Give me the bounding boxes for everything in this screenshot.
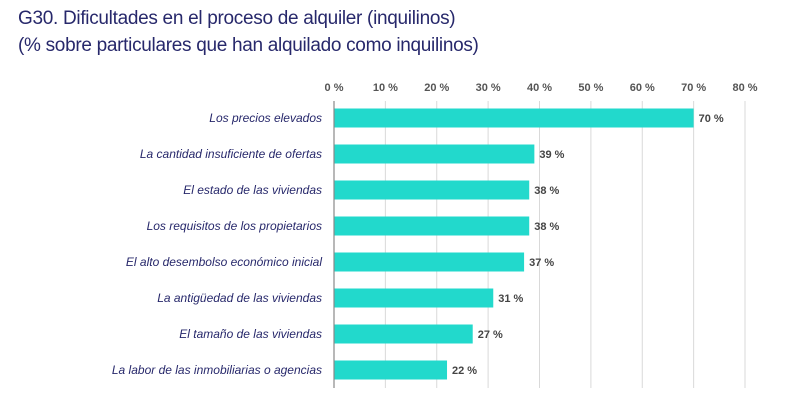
data-label: 31 % [498, 293, 523, 305]
data-label: 39 % [539, 149, 564, 161]
x-tick-label: 50 % [578, 82, 603, 94]
bar [334, 252, 525, 272]
x-tick-label: 20 % [424, 82, 449, 94]
category-label: El alto desembolso económico inicial [126, 255, 322, 269]
category-label: La labor de las inmobiliarias o agencias [112, 363, 322, 377]
x-tick-label: 70 % [681, 82, 706, 94]
data-label: 70 % [699, 113, 724, 125]
bar [334, 144, 535, 164]
bar [334, 108, 694, 128]
data-label: 37 % [529, 257, 554, 269]
x-tick-label: 0 % [325, 82, 344, 94]
bar [334, 216, 530, 236]
category-label: Los requisitos de los propietarios [147, 219, 322, 233]
category-label: El tamaño de las viviendas [179, 327, 322, 341]
bar [334, 324, 473, 344]
data-label: 38 % [534, 221, 559, 233]
data-label: 22 % [452, 365, 477, 377]
data-label: 38 % [534, 185, 559, 197]
category-label: Los precios elevados [209, 111, 322, 125]
x-tick-label: 10 % [373, 82, 398, 94]
bar [334, 360, 448, 380]
chart-subtitle: (% sobre particulares que han alquilado … [18, 35, 479, 56]
data-label: 27 % [478, 329, 503, 341]
x-tick-label: 30 % [476, 82, 501, 94]
bar [334, 180, 530, 200]
category-label: El estado de las viviendas [183, 183, 322, 197]
x-tick-label: 60 % [630, 82, 655, 94]
category-label: La cantidad insuficiente de ofertas [140, 147, 322, 161]
chart-title: G30. Dificultades en el proceso de alqui… [18, 8, 456, 29]
x-tick-label: 80 % [732, 82, 757, 94]
bar [334, 288, 494, 308]
x-tick-label: 40 % [527, 82, 552, 94]
category-label: La antigüedad de las viviendas [157, 291, 322, 305]
